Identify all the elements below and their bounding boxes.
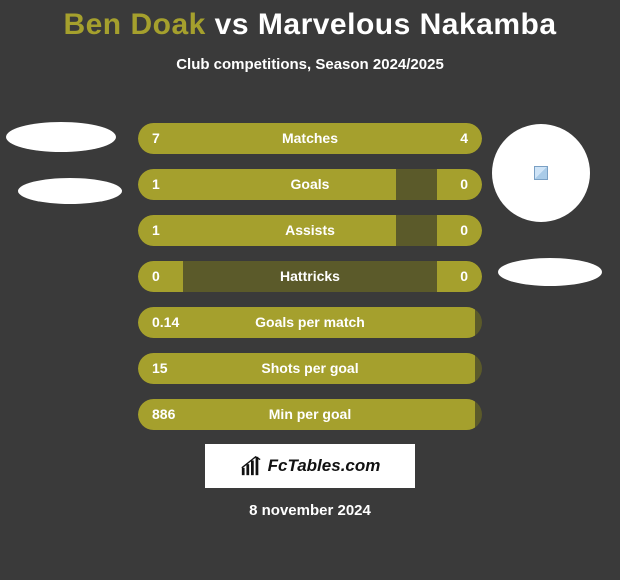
stat-row: Hattricks0 0 <box>138 261 482 292</box>
player2-name: Marvelous Nakamba <box>258 8 557 41</box>
player2-team-placeholder <box>498 258 602 286</box>
chart-icon <box>240 455 262 477</box>
player1-photo-placeholder <box>6 122 116 152</box>
stat-label: Assists <box>138 215 482 246</box>
stat-value-left: 7 <box>152 123 160 154</box>
stat-row: Goals1 0 <box>138 169 482 200</box>
player1-name: Ben Doak <box>63 8 205 41</box>
stat-value-right: 4 <box>460 123 468 154</box>
stat-label: Goals per match <box>138 307 482 338</box>
player1-team-placeholder <box>18 178 122 204</box>
stat-value-right: 0 <box>460 261 468 292</box>
stat-value-left: 0.14 <box>152 307 179 338</box>
stat-bars: Matches74Goals10Assists10Hattricks00Goal… <box>138 123 482 445</box>
stat-label: Goals <box>138 169 482 200</box>
stat-value-right: 0 <box>460 169 468 200</box>
stat-value-left: 1 <box>152 169 160 200</box>
stat-value-left: 15 <box>152 353 168 384</box>
brand-logo: FcTables.com <box>205 444 415 488</box>
stat-row: Min per goal886 <box>138 399 482 430</box>
stat-label: Matches <box>138 123 482 154</box>
stat-label: Hattricks <box>138 261 482 292</box>
player2-photo <box>492 124 590 222</box>
stat-label: Min per goal <box>138 399 482 430</box>
comparison-title: Ben Doak vs Marvelous Nakamba <box>0 0 620 42</box>
stat-row: Assists1 0 <box>138 215 482 246</box>
footer-date: 8 november 2024 <box>0 502 620 519</box>
brand-text: FcTables.com <box>268 456 381 476</box>
stat-row: Matches7 4 <box>138 123 482 154</box>
image-placeholder-icon <box>534 166 548 180</box>
subtitle: Club competitions, Season 2024/2025 <box>0 56 620 73</box>
stat-value-left: 886 <box>152 399 175 430</box>
stat-row: Goals per match0.14 <box>138 307 482 338</box>
stat-row: Shots per goal15 <box>138 353 482 384</box>
stat-value-left: 0 <box>152 261 160 292</box>
vs-text: vs <box>215 8 249 41</box>
stat-label: Shots per goal <box>138 353 482 384</box>
stat-value-left: 1 <box>152 215 160 246</box>
stat-value-right: 0 <box>460 215 468 246</box>
